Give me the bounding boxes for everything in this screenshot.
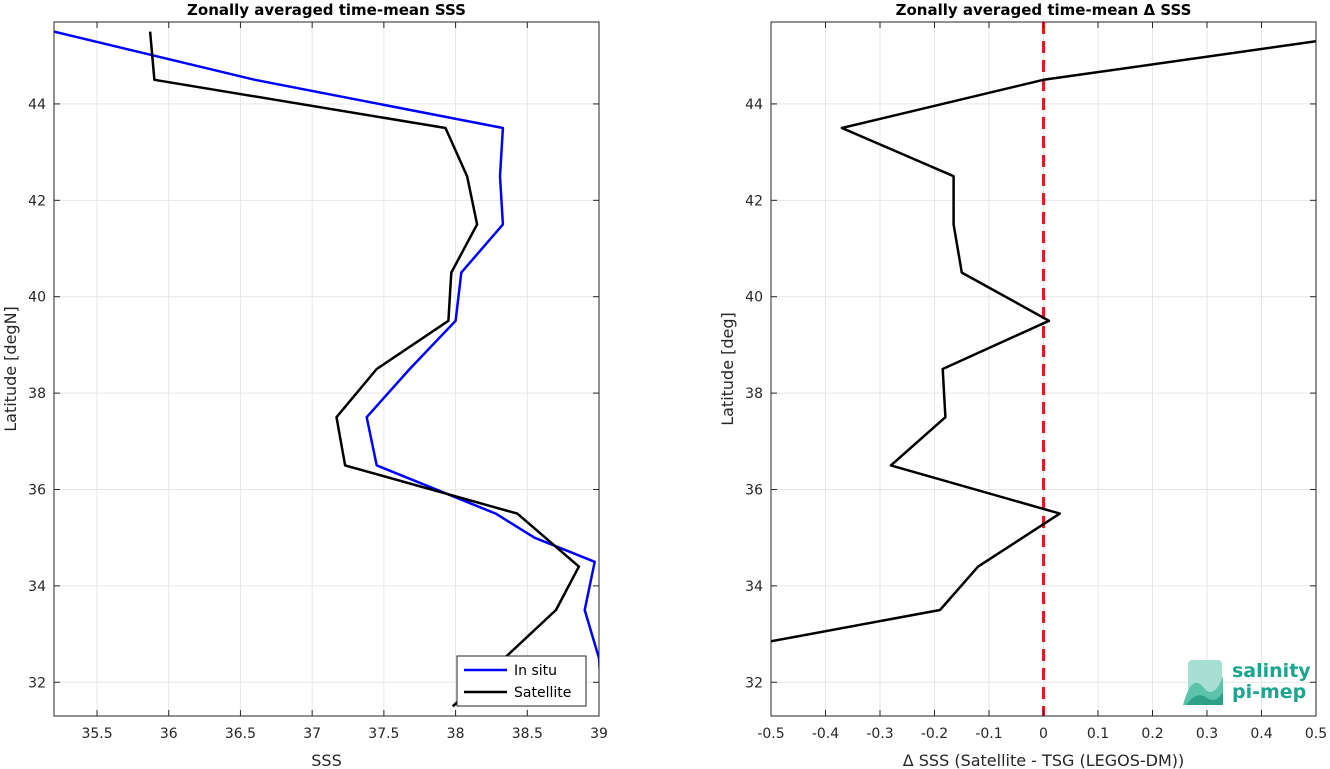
chart-0-x-tick-label-0: 35.5: [81, 726, 112, 742]
chart-1-x-tick-label-8: 0.3: [1196, 726, 1218, 742]
chart-1-y-tick-label-6: 44: [745, 97, 763, 113]
chart-0-x-tick-label-2: 36.5: [225, 726, 256, 742]
chart-0-y-tick-label-1: 34: [28, 579, 46, 595]
chart-0-x-tick-label-5: 38: [447, 726, 465, 742]
chart-0-x-tick-label-7: 39: [590, 726, 608, 742]
chart-0-y-tick-label-3: 38: [28, 386, 46, 402]
chart-1-y-tick-label-0: 32: [745, 675, 763, 691]
chart-1-x-tick-label-5: 0: [1039, 726, 1048, 742]
chart-1-x-tick-label-6: 0.1: [1087, 726, 1109, 742]
chart-0-y-tick-label-6: 44: [28, 97, 46, 113]
legend-entry-1: Satellite: [514, 685, 571, 701]
chart-0-plot-area: [54, 22, 599, 716]
logo-wave-icon: [1183, 660, 1223, 705]
chart-0-y-axis-label: Latitude [degN]: [1, 306, 20, 432]
logo-line-1: salinity: [1232, 660, 1311, 682]
chart-0-y-tick-label-4: 40: [28, 290, 46, 306]
chart-1-x-tick-label-0: -0.5: [757, 726, 784, 742]
chart-1-y-tick-label-5: 42: [745, 193, 763, 209]
chart-sss-profile: 35.5 36 36.5 37 37.5 38 38.5 39 32 34 36 38 40 42 44 Zo…: [1, 1, 608, 769]
chart-1-x-tick-label-9: 0.4: [1250, 726, 1272, 742]
chart-0-y-tick-label-0: 32: [28, 675, 46, 691]
chart-1-x-tick-label-2: -0.3: [866, 726, 893, 742]
logo-line-2: pi-mep: [1232, 681, 1306, 703]
chart-0-x-tick-label-4: 37.5: [368, 726, 399, 742]
chart-1-title: Zonally averaged time-mean Δ SSS: [896, 1, 1192, 19]
chart-0-series-satellite-line: [148, 31, 581, 708]
chart-0-title: Zonally averaged time-mean SSS: [187, 1, 466, 19]
chart-1-x-tick-label-1: -0.4: [812, 726, 839, 742]
chart-0-x-tick-label-6: 38.5: [512, 726, 543, 742]
chart-1-x-tick-label-3: -0.2: [921, 726, 948, 742]
chart-delta-sss-profile: -0.5 -0.4 -0.3 -0.2 -0.1 0 0.1 0.2 0.3 0.4 0.5 32 34…: [718, 1, 1327, 769]
chart-0-y-tick-label-2: 36: [28, 482, 46, 498]
chart-0-y-tick-label-5: 42: [28, 193, 46, 209]
chart-1-x-tick-label-4: -0.1: [975, 726, 1002, 742]
chart-0-x-tick-label-3: 37: [303, 726, 321, 742]
chart-1-x-axis-label: Δ SSS (Satellite - TSG (LEGOS-DM)): [903, 751, 1185, 769]
chart-1-series-0-line: [771, 40, 1316, 643]
chart-0-x-axis-label: SSS: [311, 751, 341, 769]
chart-1-y-tick-label-1: 34: [745, 579, 763, 595]
legend-entry-0: In situ: [514, 663, 557, 679]
chart-0-series-in-situ-line: [54, 30, 599, 680]
chart-1-y-tick-label-3: 38: [745, 386, 763, 402]
chart-1-y-tick-label-2: 36: [745, 482, 763, 498]
chart-1-x-tick-label-10: 0.5: [1305, 726, 1327, 742]
chart-0-axes-box: [53, 21, 600, 717]
salinity-pi-mep-logo: salinity pi-mep: [1183, 660, 1311, 705]
chart-0-legend: In situ Satellite: [456, 655, 587, 707]
chart-1-y-tick-label-4: 40: [745, 290, 763, 306]
chart-1-y-axis-label: Latitude [deg]: [718, 312, 737, 426]
chart-1-x-tick-label-7: 0.2: [1141, 726, 1163, 742]
chart-0-x-tick-label-1: 36: [160, 726, 178, 742]
